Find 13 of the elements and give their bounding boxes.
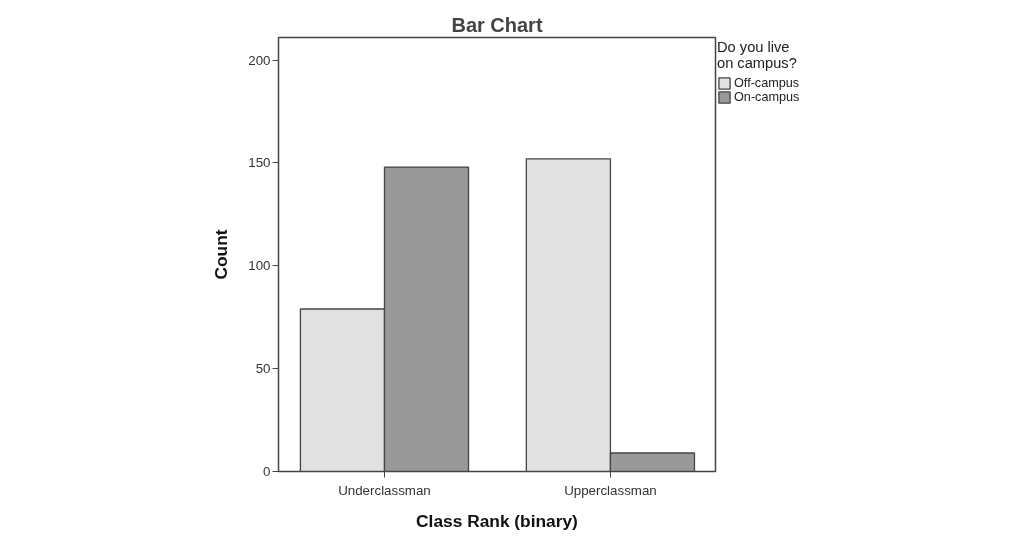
y-tick-label: 200 <box>248 52 271 68</box>
legend-label: Off-campus <box>734 76 800 90</box>
x-tick-label: Upperclassman <box>564 482 657 498</box>
legend-label: On-campus <box>734 90 800 104</box>
x-axis-title: Class Rank (binary) <box>416 510 578 531</box>
legend-title: Do you live on campus? <box>717 39 798 71</box>
y-tick-label: 100 <box>248 258 271 274</box>
x-tick-label: Underclassman <box>338 482 431 498</box>
y-tick-label: 150 <box>248 155 271 171</box>
y-tick-label: 50 <box>255 361 271 377</box>
y-axis-title: Count <box>211 229 232 280</box>
y-tick-label: 0 <box>263 464 271 479</box>
chart-title: Bar Chart <box>451 13 543 36</box>
